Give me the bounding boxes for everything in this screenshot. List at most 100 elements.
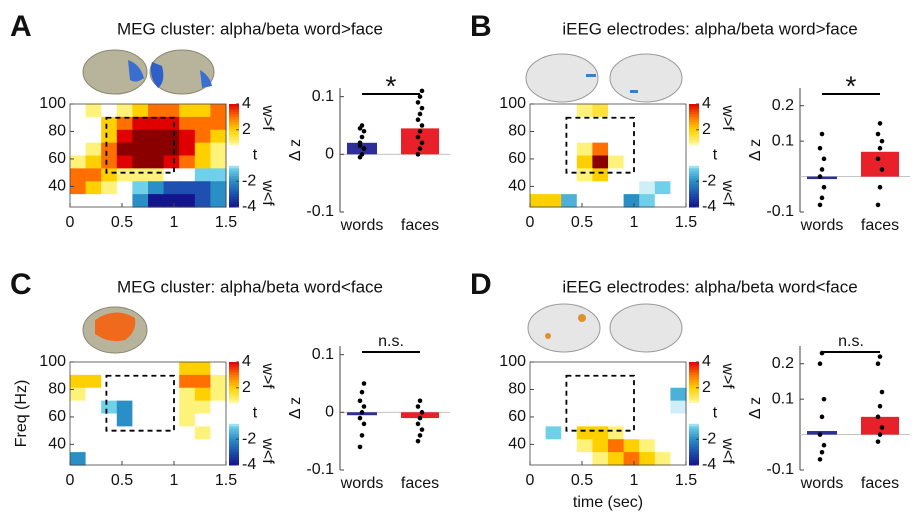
y-tick-label: 60 [48, 408, 66, 425]
heatmap-cell [592, 388, 608, 401]
data-point [418, 433, 423, 438]
heatmap-cell [148, 117, 164, 130]
heatmap-cell [86, 156, 102, 169]
y-tick-label: 100 [499, 95, 526, 112]
panel-title: iEEG electrodes: alpha/beta word<face [562, 277, 857, 296]
heatmap-cell [179, 452, 195, 465]
heatmap-cell [530, 194, 546, 207]
brain-illustration [528, 304, 682, 352]
heatmap-cell [132, 439, 148, 452]
heatmap-cell [608, 168, 624, 181]
heatmap-cell [86, 414, 102, 427]
heatmap-cell [577, 181, 593, 194]
heatmap-cell [530, 452, 546, 465]
heatmap-cell [561, 401, 577, 414]
heatmap-cell [577, 194, 593, 207]
heatmap-cell [670, 362, 686, 375]
heatmap-cell [592, 181, 608, 194]
heatmap-cell [164, 414, 180, 427]
colorbar-tick-label: 4 [702, 95, 711, 112]
heatmap-cell [608, 452, 624, 465]
heatmap-cell [86, 426, 102, 439]
heatmap-cell [670, 194, 686, 207]
heatmap-cell [86, 181, 102, 194]
heatmap-cell [530, 414, 546, 427]
heatmap-cell [210, 143, 226, 156]
colorbar-label-negative: w<f [719, 179, 736, 206]
data-point [360, 135, 365, 140]
y-axis-label: Freq (Hz) [13, 380, 30, 448]
heatmap-cell [195, 181, 211, 194]
heatmap-cell [101, 401, 117, 414]
data-point [360, 410, 365, 415]
heatmap-cell [86, 104, 102, 117]
heatmap-cell [117, 130, 133, 143]
data-point [818, 146, 823, 151]
heatmap-cell [592, 414, 608, 427]
heatmap-cell [530, 104, 546, 117]
heatmap-cell [639, 117, 655, 130]
heatmap-cell [117, 452, 133, 465]
heatmap-cell [624, 130, 640, 143]
heatmap-cell [101, 104, 117, 117]
heatmap-cell [86, 388, 102, 401]
y-tick-label: 60 [48, 150, 66, 167]
heatmap-cell [577, 156, 593, 169]
data-point [820, 196, 825, 201]
data-point [878, 146, 883, 151]
heatmap-cell [132, 168, 148, 181]
data-point [820, 167, 825, 172]
data-point [876, 361, 881, 366]
heatmap-cell [195, 104, 211, 117]
heatmap-cell [101, 362, 117, 375]
heatmap-cell [179, 439, 195, 452]
panel-title: MEG cluster: alpha/beta word<face [117, 277, 383, 296]
x-tick-label: words [800, 217, 844, 234]
heatmap-cell [70, 104, 86, 117]
heatmap-cell [101, 426, 117, 439]
data-point [420, 140, 425, 145]
heatmap-cell [655, 388, 671, 401]
data-point [878, 185, 883, 190]
data-point [880, 167, 885, 172]
heatmap-cell [148, 439, 164, 452]
heatmap-cell [86, 362, 102, 375]
heatmap-cell [655, 194, 671, 207]
heatmap-cell [117, 388, 133, 401]
data-point [362, 381, 367, 386]
data-point [876, 439, 881, 444]
x-tick-label: 1 [630, 472, 639, 489]
heatmap-cell [655, 168, 671, 181]
heatmap-cell [655, 130, 671, 143]
heatmap-cell [608, 362, 624, 375]
heatmap-cell [70, 426, 86, 439]
heatmap-cell [624, 388, 640, 401]
y-tick-label: 100 [499, 353, 526, 370]
heatmap-cell [670, 401, 686, 414]
colorbar-label-positive: w>f [259, 362, 276, 389]
x-tick-label: 1 [170, 472, 179, 489]
heatmap-cell [639, 181, 655, 194]
y-tick-label: 80 [508, 123, 526, 140]
heatmap-cell [624, 375, 640, 388]
heatmap-cell [132, 104, 148, 117]
heatmap-cell [86, 375, 102, 388]
heatmap-cell [624, 117, 640, 130]
x-tick-label: 0.5 [571, 214, 593, 231]
heatmap-cell [195, 401, 211, 414]
heatmap-cell [210, 375, 226, 388]
heatmap-cell [164, 117, 180, 130]
heatmap-cell [561, 375, 577, 388]
data-point [418, 416, 423, 421]
panel-title: MEG cluster: alpha/beta word>face [117, 19, 383, 38]
heatmap-cell [561, 439, 577, 452]
heatmap-cell [86, 168, 102, 181]
heatmap-cell [577, 117, 593, 130]
heatmap-cell [655, 143, 671, 156]
heatmap-cell [210, 104, 226, 117]
heatmap-cell [117, 375, 133, 388]
x-tick-label: 1 [630, 214, 639, 231]
y-tick-label: 60 [508, 150, 526, 167]
heatmap-cell [592, 439, 608, 452]
y-axis-label: Δ z [287, 397, 304, 419]
